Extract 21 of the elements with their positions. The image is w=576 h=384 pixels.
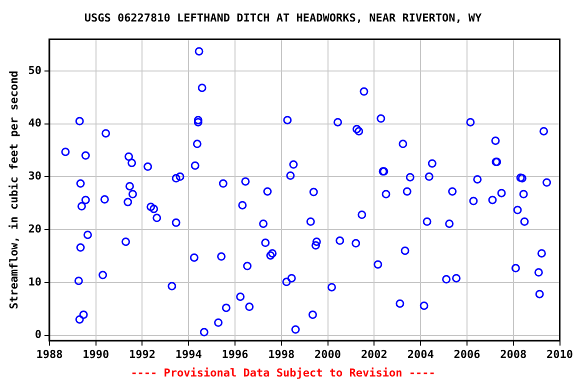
x-tick-label: 1998	[268, 348, 295, 362]
x-tick-label: 1988	[36, 348, 63, 362]
y-tick-label: 10	[28, 275, 42, 288]
x-tick-label: 2006	[454, 348, 481, 362]
x-tick-label: 2000	[314, 348, 342, 362]
y-tick-label: 30	[28, 170, 42, 183]
x-tick-label: 1992	[128, 348, 156, 362]
y-tick-label: 50	[28, 64, 42, 77]
x-tick-label: 1994	[175, 348, 202, 362]
x-tick-label: 1996	[222, 348, 249, 362]
x-tick-label: 2008	[500, 348, 527, 362]
y-axis-title: Streamflow, in cubic feet per second	[7, 70, 20, 310]
chart-title: USGS 06227810 LEFTHAND DITCH AT HEADWORKS, NEAR RIVERTON, WY	[84, 11, 482, 24]
x-tick-label: 2010	[546, 348, 574, 362]
text: ---- Provisional Data Subject to Revision ----	[130, 366, 436, 380]
x-tick-label: 2004	[407, 348, 434, 362]
x-tick-label: 2002	[360, 348, 388, 362]
y-tick-label: 40	[28, 116, 42, 130]
x-tick-label: 1990	[82, 348, 110, 362]
y-tick-label: 0	[34, 328, 42, 342]
y-tick-label: 20	[28, 222, 42, 236]
